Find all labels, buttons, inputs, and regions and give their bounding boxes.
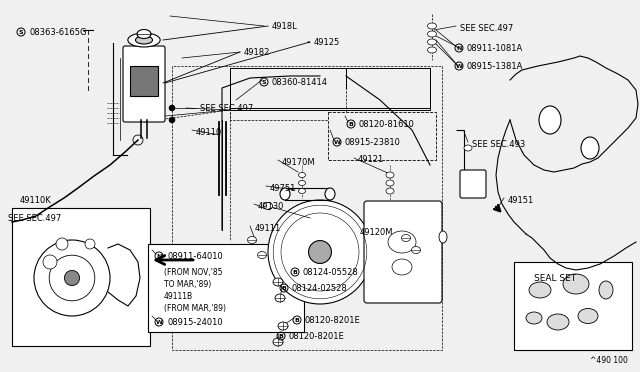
- Text: 49121: 49121: [358, 155, 384, 164]
- Ellipse shape: [529, 282, 551, 298]
- Text: 08363-6165G: 08363-6165G: [29, 28, 86, 37]
- Bar: [328, 112, 436, 160]
- Text: S: S: [262, 80, 266, 84]
- Text: B: B: [292, 269, 298, 275]
- Text: 08915-23810: 08915-23810: [345, 138, 401, 147]
- Text: W: W: [333, 140, 340, 144]
- Ellipse shape: [275, 294, 285, 302]
- Ellipse shape: [280, 188, 290, 200]
- Ellipse shape: [599, 281, 613, 299]
- Ellipse shape: [578, 308, 598, 324]
- Text: SEAL SET: SEAL SET: [534, 274, 576, 283]
- Circle shape: [34, 240, 110, 316]
- Bar: [230, 68, 430, 110]
- Text: 08911-64010: 08911-64010: [167, 252, 223, 261]
- Text: 08124-02528: 08124-02528: [292, 284, 348, 293]
- Text: 49751: 49751: [270, 184, 296, 193]
- Ellipse shape: [563, 274, 589, 294]
- Text: 49151: 49151: [508, 196, 534, 205]
- Text: SEE SEC.497: SEE SEC.497: [200, 104, 253, 113]
- Text: SEE SEC.493: SEE SEC.493: [472, 140, 525, 149]
- Ellipse shape: [547, 314, 569, 330]
- Ellipse shape: [539, 106, 561, 134]
- Text: W: W: [456, 64, 463, 68]
- Ellipse shape: [128, 33, 160, 47]
- Text: (FROM MAR,'89): (FROM MAR,'89): [164, 304, 226, 313]
- Text: B: B: [294, 317, 300, 323]
- Text: 08915-24010: 08915-24010: [167, 318, 223, 327]
- Text: W: W: [156, 320, 163, 324]
- Text: N: N: [456, 45, 461, 51]
- Circle shape: [308, 241, 332, 263]
- Ellipse shape: [257, 251, 266, 259]
- Text: 4918L: 4918L: [272, 22, 298, 31]
- Ellipse shape: [273, 338, 283, 346]
- Ellipse shape: [428, 23, 436, 29]
- Text: S: S: [19, 29, 23, 35]
- Text: SEE SEC.497: SEE SEC.497: [460, 24, 513, 33]
- Bar: [148, 244, 304, 332]
- Circle shape: [56, 238, 68, 250]
- Text: 08124-05528: 08124-05528: [303, 268, 359, 277]
- FancyBboxPatch shape: [123, 46, 165, 122]
- Text: TO MAR,'89): TO MAR,'89): [164, 280, 211, 289]
- Text: 49170M: 49170M: [282, 158, 316, 167]
- Circle shape: [85, 239, 95, 249]
- Ellipse shape: [298, 180, 305, 186]
- Text: 08911-1081A: 08911-1081A: [467, 44, 524, 53]
- Ellipse shape: [428, 47, 436, 53]
- FancyBboxPatch shape: [460, 170, 486, 198]
- Ellipse shape: [439, 231, 447, 243]
- Text: B: B: [282, 285, 287, 291]
- Ellipse shape: [273, 278, 283, 286]
- Ellipse shape: [386, 172, 394, 178]
- Ellipse shape: [464, 145, 472, 151]
- Text: N: N: [156, 253, 162, 259]
- Text: B: B: [349, 122, 353, 126]
- Ellipse shape: [428, 31, 436, 37]
- Ellipse shape: [526, 312, 542, 324]
- Ellipse shape: [298, 173, 305, 177]
- Ellipse shape: [137, 29, 151, 38]
- Text: 08120-8201E: 08120-8201E: [289, 332, 345, 341]
- Bar: [130, 66, 158, 96]
- Ellipse shape: [386, 180, 394, 186]
- Text: 08120-8201E: 08120-8201E: [305, 316, 361, 325]
- Ellipse shape: [401, 234, 410, 241]
- Circle shape: [268, 200, 372, 304]
- Text: 08360-81414: 08360-81414: [272, 78, 328, 87]
- Text: 08915-1381A: 08915-1381A: [467, 62, 524, 71]
- Ellipse shape: [428, 39, 436, 45]
- Text: (FROM NOV,'85: (FROM NOV,'85: [164, 268, 223, 277]
- Text: 08120-81610: 08120-81610: [359, 120, 415, 129]
- FancyBboxPatch shape: [364, 201, 442, 303]
- Circle shape: [169, 105, 175, 111]
- Text: 49110K: 49110K: [20, 196, 52, 205]
- Ellipse shape: [581, 137, 599, 159]
- Ellipse shape: [386, 188, 394, 194]
- Ellipse shape: [248, 237, 257, 244]
- Circle shape: [49, 255, 95, 301]
- Text: 49182: 49182: [244, 48, 270, 57]
- Ellipse shape: [298, 189, 305, 193]
- Text: 49125: 49125: [314, 38, 340, 47]
- Ellipse shape: [412, 247, 420, 253]
- Ellipse shape: [325, 188, 335, 200]
- Ellipse shape: [278, 322, 288, 330]
- Text: 49111B: 49111B: [164, 292, 193, 301]
- Text: 49120M: 49120M: [360, 228, 394, 237]
- Circle shape: [65, 270, 79, 286]
- Ellipse shape: [136, 36, 152, 44]
- Bar: [12, 208, 150, 346]
- Text: ^490 100: ^490 100: [590, 356, 628, 365]
- Text: 49111: 49111: [255, 224, 281, 233]
- Bar: [514, 262, 632, 350]
- Ellipse shape: [264, 202, 273, 209]
- Text: 49110: 49110: [196, 128, 222, 137]
- Text: B: B: [278, 334, 284, 339]
- Text: SEE SEC.497: SEE SEC.497: [8, 214, 61, 223]
- Circle shape: [43, 255, 57, 269]
- Circle shape: [169, 117, 175, 123]
- Text: 49130: 49130: [258, 202, 284, 211]
